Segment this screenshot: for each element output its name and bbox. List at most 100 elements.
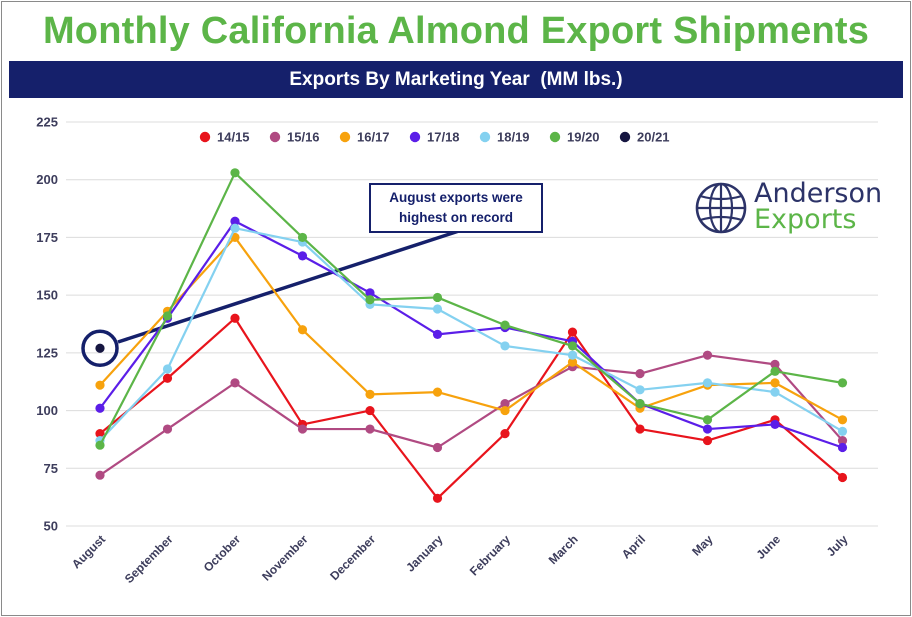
series-17-18-point-october xyxy=(230,216,240,226)
series-18-19-point-january xyxy=(432,304,443,314)
series-14-15-point-august xyxy=(95,429,105,439)
x-tick-label-july: July xyxy=(824,532,851,559)
y-tick-label-150: 150 xyxy=(36,288,58,303)
series-18-19-point-april xyxy=(635,385,645,395)
logo-word-anderson: Anderson xyxy=(754,178,883,209)
series-19-20-point-january xyxy=(432,292,443,303)
series-18-19-point-september xyxy=(162,364,173,374)
series-14-15-line xyxy=(99,317,844,500)
series-14-15-point-april xyxy=(635,424,645,434)
annotation-line-1: August exports were xyxy=(389,190,523,205)
series-16-17-point-november xyxy=(297,325,308,335)
legend-14-15-label: 14/15 xyxy=(217,130,250,145)
series-16-17-point-january xyxy=(432,387,443,397)
series-15-16-point-january xyxy=(432,442,443,453)
chart-subtitle-banner: Exports By Marketing Year (MM lbs.) xyxy=(9,61,903,98)
y-tick-label-50: 50 xyxy=(44,519,58,534)
legend-16-17-marker xyxy=(339,131,351,143)
series-14-15-point-september xyxy=(162,373,173,383)
series-15-16-point-may xyxy=(702,350,713,360)
series-19-20-point-august xyxy=(95,440,105,450)
y-tick-label-100: 100 xyxy=(36,403,58,418)
legend-18-19-label: 18/19 xyxy=(497,130,530,145)
series-17-18-point-december xyxy=(365,288,375,298)
series-19-20-point-may xyxy=(702,415,713,425)
legend-19-20-marker xyxy=(549,131,561,143)
series-19-20-point-october xyxy=(230,168,240,178)
series-14-15-point-may xyxy=(702,435,713,446)
series-17-18-point-august xyxy=(95,403,105,413)
globe-icon xyxy=(695,182,747,234)
legend-16-17-label: 16/17 xyxy=(357,130,390,145)
x-tick-label-december: December xyxy=(327,532,378,583)
series-15-16-point-september xyxy=(162,424,173,434)
series-17-18-point-january xyxy=(432,329,443,339)
legend-15-16-label: 15/16 xyxy=(287,130,320,145)
series-14-15-point-january xyxy=(432,493,443,503)
series-19-20-point-november xyxy=(297,232,308,243)
series-15-16-point-february xyxy=(500,399,510,409)
x-tick-label-november: November xyxy=(259,532,311,584)
y-tick-label-75: 75 xyxy=(44,461,58,476)
series-14-15-point-march xyxy=(567,327,578,337)
series-19-20-point-april xyxy=(635,399,645,409)
series-17-18-point-november xyxy=(297,251,308,261)
series-19-20-point-march xyxy=(567,341,578,351)
series-19-20-point-february xyxy=(500,320,510,330)
x-tick-label-january: January xyxy=(403,532,446,575)
x-tick-label-october: October xyxy=(201,532,244,575)
legend-15-16-marker xyxy=(269,131,281,143)
series-14-15-point-october xyxy=(230,313,240,323)
series-16-17-point-july xyxy=(837,415,848,425)
annotation-callout: August exports were highest on record xyxy=(369,183,543,233)
x-tick-label-march: March xyxy=(546,532,581,567)
x-tick-label-september: September xyxy=(122,532,176,586)
y-tick-label-125: 125 xyxy=(36,345,58,360)
series-18-19-line xyxy=(99,227,844,442)
legend-18-19-marker xyxy=(479,131,491,143)
x-tick-label-may: May xyxy=(689,532,716,559)
company-logo: Anderson Exports xyxy=(694,178,884,237)
x-tick-label-june: June xyxy=(753,532,783,562)
series-18-19-point-may xyxy=(702,378,713,388)
series-17-18-line xyxy=(99,220,843,449)
series-16-17-point-june xyxy=(770,378,780,388)
series-17-18-point-july xyxy=(837,442,848,453)
x-tick-label-april: April xyxy=(619,532,648,561)
series-15-16-line xyxy=(99,354,844,477)
series-18-19-point-june xyxy=(770,387,780,397)
x-tick-label-february: February xyxy=(467,532,513,578)
series-14-15-point-july xyxy=(837,472,848,483)
series-15-16-point-december xyxy=(365,424,375,434)
series-16-17-point-february xyxy=(500,405,510,416)
annotation-line-2: highest on record xyxy=(398,210,513,225)
series-17-18-point-june xyxy=(770,419,780,430)
y-tick-label-200: 200 xyxy=(36,172,58,187)
series-14-15-point-february xyxy=(500,429,510,439)
series-19-20-point-july xyxy=(837,378,848,388)
series-15-16-point-june xyxy=(770,359,780,369)
series-18-19-point-july xyxy=(837,426,848,436)
legend-14-15-marker xyxy=(199,131,211,143)
y-tick-label-175: 175 xyxy=(36,230,58,245)
chart-title: Monthly California Almond Export Shipmen… xyxy=(42,10,870,52)
annotation-connector xyxy=(117,228,463,344)
series-15-16-point-august xyxy=(95,470,105,480)
series-15-16-point-november xyxy=(297,424,308,434)
series-16-17-point-march xyxy=(567,357,578,367)
legend-19-20-label: 19/20 xyxy=(567,130,600,145)
series-18-19-point-october xyxy=(230,223,240,233)
series-16-17-point-december xyxy=(365,389,375,400)
legend-17-18-label: 17/18 xyxy=(427,130,460,145)
series-15-16-point-april xyxy=(635,369,645,379)
series-19-20-line xyxy=(99,171,843,446)
series-16-17-point-august xyxy=(95,380,105,390)
series-18-19-point-march xyxy=(567,350,578,360)
series-19-20-point-september xyxy=(162,311,173,321)
x-tick-label-august: August xyxy=(69,532,108,571)
series-14-15-point-december xyxy=(365,405,375,416)
legend-17-18-marker xyxy=(409,131,421,143)
logo-word-exports: Exports xyxy=(754,204,857,235)
